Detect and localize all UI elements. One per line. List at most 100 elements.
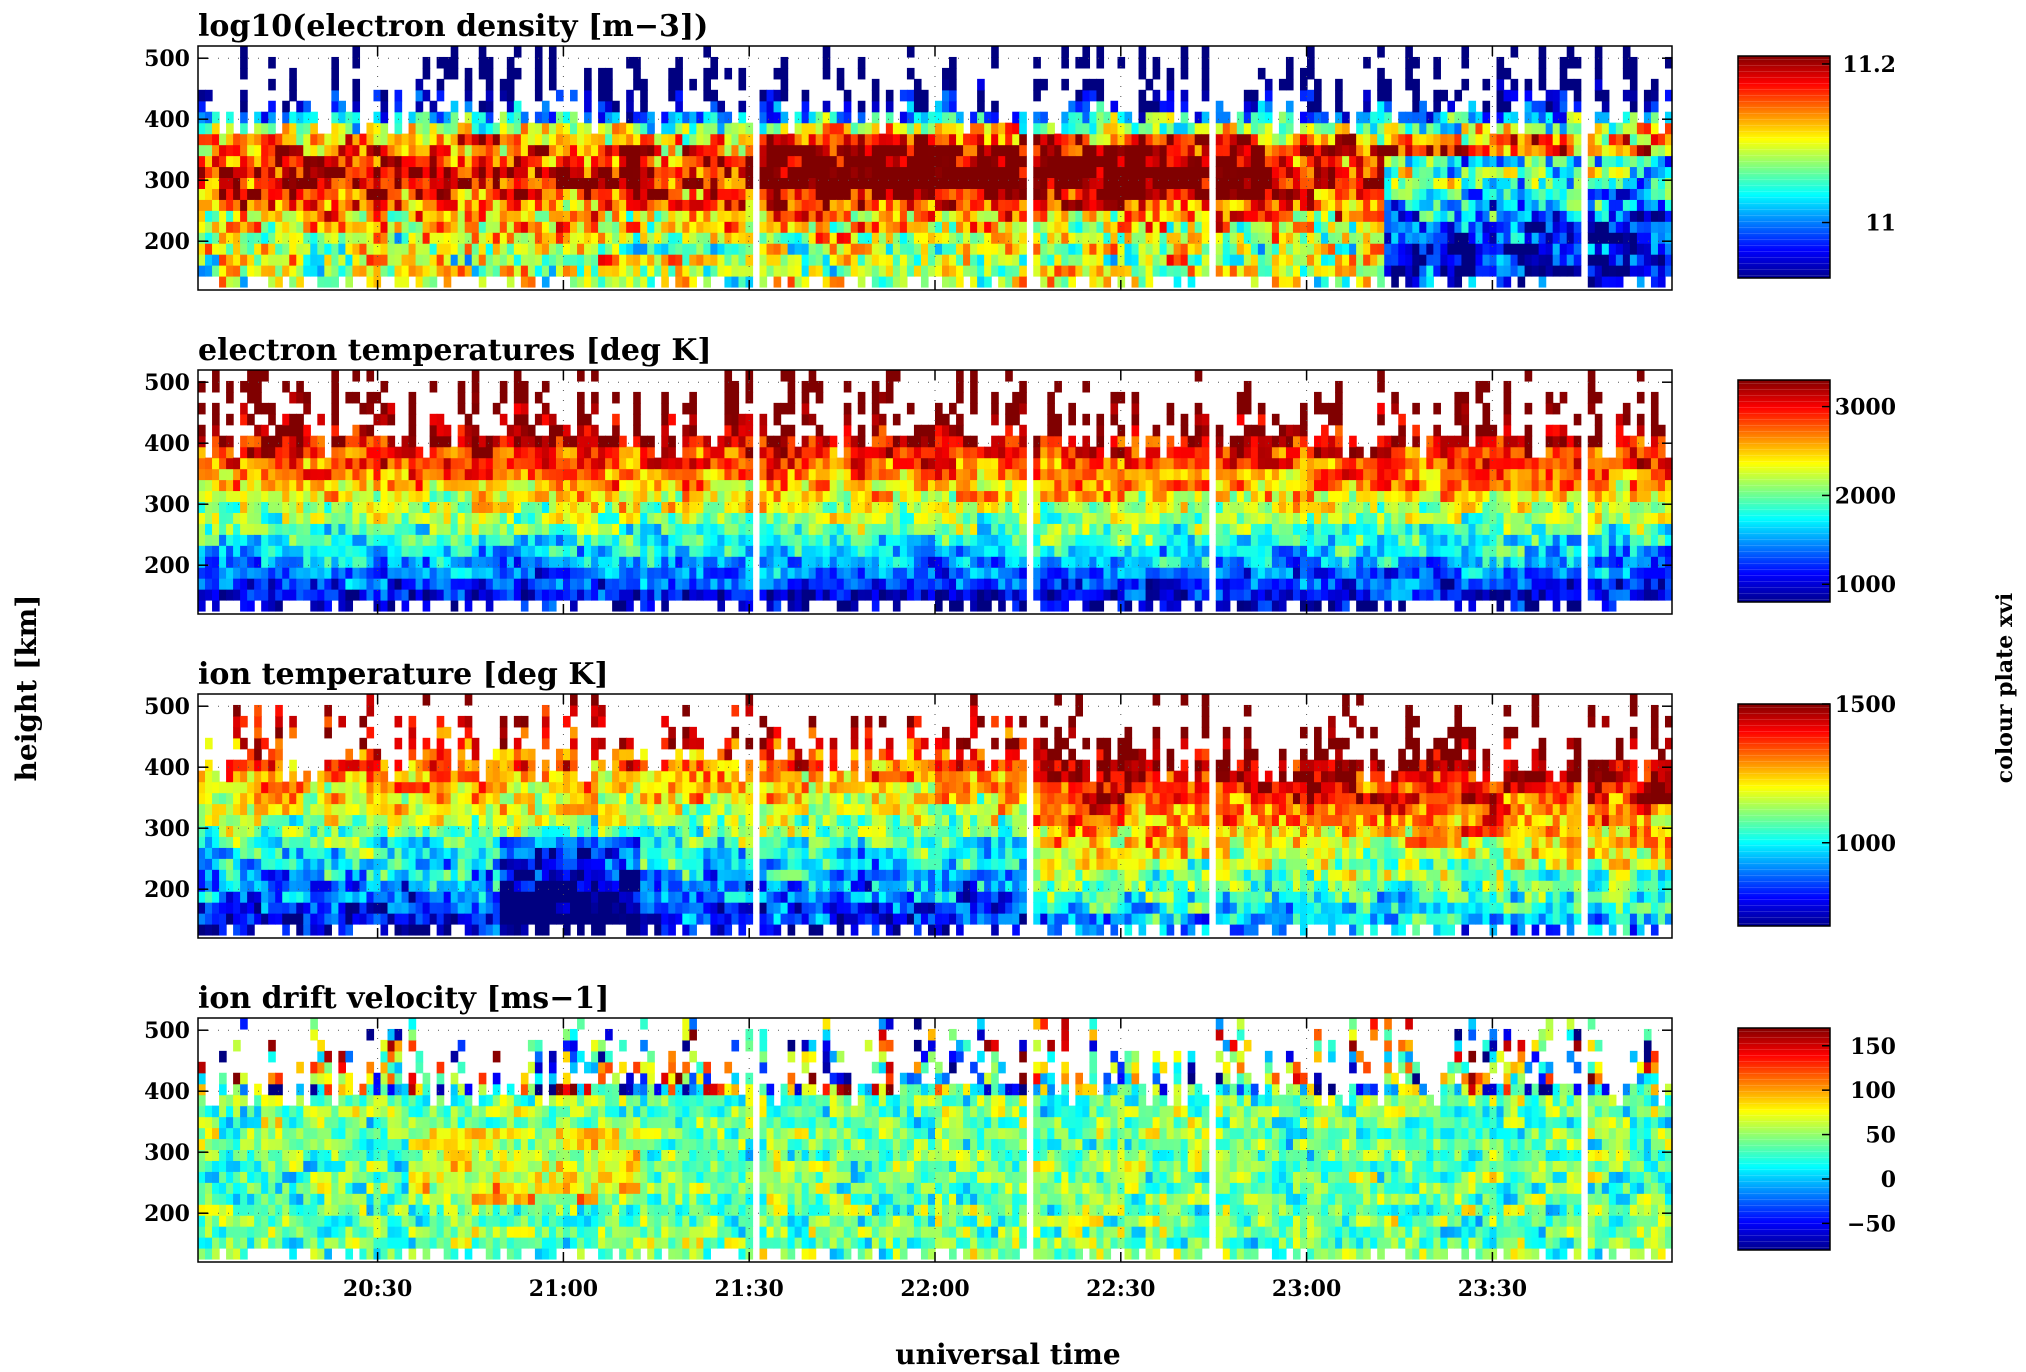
heatmap-cell xyxy=(640,446,648,459)
heatmap-cell xyxy=(394,243,403,255)
heatmap-cell xyxy=(619,457,627,470)
heatmap-cell xyxy=(380,155,389,168)
heatmap-cell xyxy=(198,545,206,557)
heatmap-cell xyxy=(268,578,276,590)
heatmap-cell xyxy=(513,578,522,590)
heatmap-cell xyxy=(619,446,627,459)
heatmap-cell xyxy=(1524,210,1533,222)
heatmap-cell xyxy=(612,589,620,601)
heatmap-cell xyxy=(219,567,227,579)
heatmap-cell xyxy=(1236,188,1245,200)
heatmap-cell xyxy=(268,490,276,503)
heatmap-cell xyxy=(226,177,234,189)
heatmap-cell xyxy=(1531,177,1540,189)
heatmap-cell xyxy=(1440,265,1448,277)
heatmap-cell xyxy=(534,46,543,58)
heatmap-cell xyxy=(457,402,466,415)
heatmap-cell xyxy=(738,100,747,113)
heatmap-cell xyxy=(296,276,304,288)
heatmap-cell xyxy=(605,243,613,255)
heatmap-cell xyxy=(949,166,957,179)
heatmap-cell xyxy=(457,523,466,535)
heatmap-cell xyxy=(478,188,487,200)
heatmap-cell xyxy=(773,232,782,244)
heatmap-cell xyxy=(1538,177,1547,189)
heatmap-cell xyxy=(240,144,248,157)
heatmap-cell xyxy=(1131,144,1140,157)
heatmap-cell xyxy=(366,199,375,211)
heatmap-cell xyxy=(1321,122,1329,135)
heatmap-cell xyxy=(233,567,241,579)
heatmap-cell xyxy=(913,254,922,266)
heatmap-cell xyxy=(506,133,515,146)
heatmap-cell xyxy=(857,177,866,189)
heatmap-cell xyxy=(584,523,592,535)
heatmap-cell xyxy=(1468,232,1477,244)
heatmap-cell xyxy=(401,589,410,601)
heatmap-cell xyxy=(1075,254,1083,266)
heatmap-cell xyxy=(1433,221,1441,233)
heatmap-cell xyxy=(1124,265,1133,277)
heatmap-cell xyxy=(443,243,452,255)
heatmap-cell xyxy=(338,199,346,211)
heatmap-cell xyxy=(577,578,585,590)
heatmap-cell xyxy=(689,512,697,524)
heatmap-cell xyxy=(212,435,220,448)
heatmap-cell xyxy=(1166,133,1175,146)
heatmap-cell xyxy=(303,457,311,470)
heatmap-cell xyxy=(380,457,389,470)
heatmap-cell xyxy=(605,501,613,513)
heatmap-cell xyxy=(492,446,501,459)
heatmap-cell xyxy=(1447,133,1456,146)
heatmap-cell xyxy=(415,468,424,481)
heatmap-cell xyxy=(1594,210,1603,222)
heatmap-cell xyxy=(303,556,311,568)
heatmap-cell xyxy=(724,479,733,492)
heatmap-cell xyxy=(696,144,704,157)
heatmap-cell xyxy=(541,265,550,277)
heatmap-cell xyxy=(324,133,332,146)
heatmap-cell xyxy=(352,534,361,546)
heatmap-cell xyxy=(766,523,775,535)
heatmap-cell xyxy=(387,155,396,168)
heatmap-cell xyxy=(338,243,346,255)
heatmap-cell xyxy=(212,512,220,524)
heatmap-cell xyxy=(513,534,522,546)
heatmap-cell xyxy=(577,133,585,146)
heatmap-cell xyxy=(471,380,480,393)
heatmap-cell xyxy=(387,501,396,513)
heatmap-cell xyxy=(1236,210,1245,222)
heatmap-cell xyxy=(906,111,915,124)
heatmap-cell xyxy=(850,243,859,255)
heatmap-cell xyxy=(331,402,339,415)
heatmap-cell xyxy=(1075,144,1083,157)
heatmap-cell xyxy=(212,232,220,244)
heatmap-cell xyxy=(1307,232,1315,244)
heatmap-cell xyxy=(499,122,508,135)
heatmap-cell xyxy=(352,166,361,179)
heatmap-cell xyxy=(696,254,704,266)
heatmap-cell xyxy=(822,265,831,277)
heatmap-cells xyxy=(198,46,1673,288)
heatmap-cell xyxy=(1145,276,1154,288)
heatmap-cell xyxy=(247,370,255,382)
heatmap-cell xyxy=(1328,188,1336,200)
heatmap-cell xyxy=(577,188,585,200)
heatmap-cell xyxy=(562,265,571,277)
heatmap-cell xyxy=(548,501,557,513)
heatmap-cell xyxy=(591,567,599,579)
heatmap-cell xyxy=(394,89,403,102)
heatmap-cell xyxy=(1517,199,1526,211)
heatmap-cell xyxy=(443,265,452,277)
heatmap-cell xyxy=(1299,177,1308,189)
heatmap-cell xyxy=(548,155,557,168)
heatmap-cell xyxy=(1152,232,1161,244)
heatmap-cell xyxy=(478,243,487,255)
heatmap-cell xyxy=(401,490,410,503)
heatmap-cell xyxy=(1545,232,1554,244)
heatmap-cell xyxy=(1173,243,1182,255)
heatmap-cell xyxy=(977,210,985,222)
heatmap-cell xyxy=(738,133,747,146)
heatmap-cell xyxy=(562,232,571,244)
heatmap-cell xyxy=(380,243,389,255)
